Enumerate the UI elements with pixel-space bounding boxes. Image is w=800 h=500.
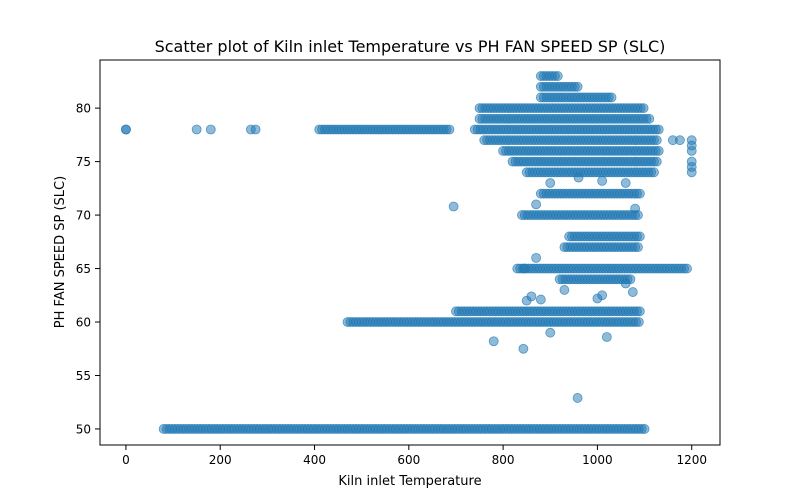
x-axis-label: Kiln inlet Temperature [338,474,481,489]
data-point [682,263,692,274]
y-tick-label: 60 [76,316,91,330]
data-point [686,162,697,172]
y-tick-label: 70 [76,209,91,223]
points-layer [121,71,697,434]
data-point [634,317,644,327]
y-axis-label: PH FAN SPEED SP (SLC) [53,176,68,328]
data-point [606,92,617,103]
data-point [121,124,131,135]
data-point [651,156,662,167]
x-tick-label: 600 [397,453,420,467]
x-tick-label: 800 [492,453,515,467]
data-point [620,278,631,289]
data-point [519,263,530,274]
x-tick-label: 400 [303,453,326,467]
data-point [638,103,649,114]
x-tick-label: 1000 [582,453,613,467]
data-point [639,424,650,434]
data-point [649,167,659,178]
data-point [633,242,643,253]
y-axis-ticks: 50 55 60 65 70 75 80 [76,102,100,436]
data-point [526,291,537,302]
data-point [597,175,608,186]
data-point [634,188,645,199]
data-point [444,124,455,135]
data-point [250,124,261,135]
data-point [191,124,202,135]
x-tick-label: 200 [209,453,232,467]
data-point [572,393,583,403]
x-tick-label: 0 [122,453,130,467]
y-tick-label: 80 [76,102,91,116]
data-point [448,201,459,212]
x-tick-label: 1200 [676,453,707,467]
data-point [552,71,563,81]
y-tick-label: 50 [76,422,91,436]
data-point [488,336,499,347]
data-point [205,124,216,135]
data-point [545,178,556,188]
data-point [531,252,542,263]
y-tick-label: 55 [76,369,91,383]
data-point [531,199,542,210]
y-tick-label: 75 [76,155,91,169]
data-point [634,231,645,242]
plot-frame [99,59,721,446]
y-tick-label: 65 [76,262,91,276]
data-point [651,135,662,146]
data-point [634,306,645,317]
chart-title: Scatter plot of Kiln inlet Temperature v… [155,37,666,56]
data-point [630,203,641,214]
data-point [572,81,583,92]
data-point [592,293,603,304]
x-axis-ticks: 0 200 400 600 800 1000 1200 [122,445,707,467]
data-point [653,124,664,135]
data-point [518,343,529,354]
data-point [573,172,584,183]
data-point [675,135,685,146]
data-point [545,327,556,338]
data-point [620,178,631,188]
data-point [644,113,655,124]
data-point [601,332,612,342]
data-point [559,285,570,295]
data-point [653,145,664,156]
data-point [627,287,638,297]
data-point [686,140,697,151]
data-point [535,294,546,305]
